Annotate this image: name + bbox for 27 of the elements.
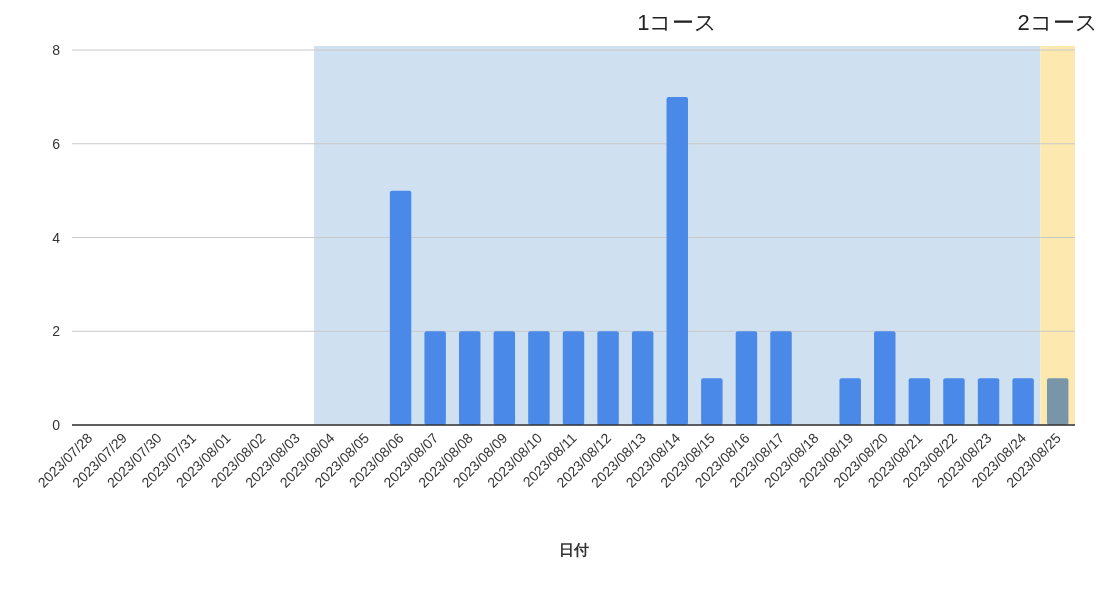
band-label: 2コース xyxy=(1017,10,1098,35)
y-tick-label: 6 xyxy=(52,135,61,152)
band-label: 1コース xyxy=(637,10,718,35)
bar xyxy=(1046,378,1069,425)
bar xyxy=(770,331,792,425)
bar xyxy=(597,331,619,425)
bar xyxy=(839,378,861,425)
bar xyxy=(459,331,481,425)
bar xyxy=(735,331,758,425)
bar xyxy=(701,378,723,425)
bar xyxy=(389,190,412,425)
bar xyxy=(666,96,688,425)
bar xyxy=(424,331,446,425)
bar xyxy=(493,331,516,425)
y-tick-label: 2 xyxy=(52,323,61,340)
bar xyxy=(1012,378,1034,425)
bar xyxy=(631,331,654,425)
bar xyxy=(562,331,585,425)
y-tick-label: 4 xyxy=(52,229,61,246)
bar xyxy=(908,378,931,425)
bar xyxy=(943,378,965,425)
bar xyxy=(528,331,550,425)
bar xyxy=(874,331,896,425)
bar xyxy=(977,378,1000,425)
x-axis-title: 日付 xyxy=(558,541,589,558)
y-tick-label: 0 xyxy=(52,417,61,433)
y-tick-label: 8 xyxy=(52,42,61,58)
